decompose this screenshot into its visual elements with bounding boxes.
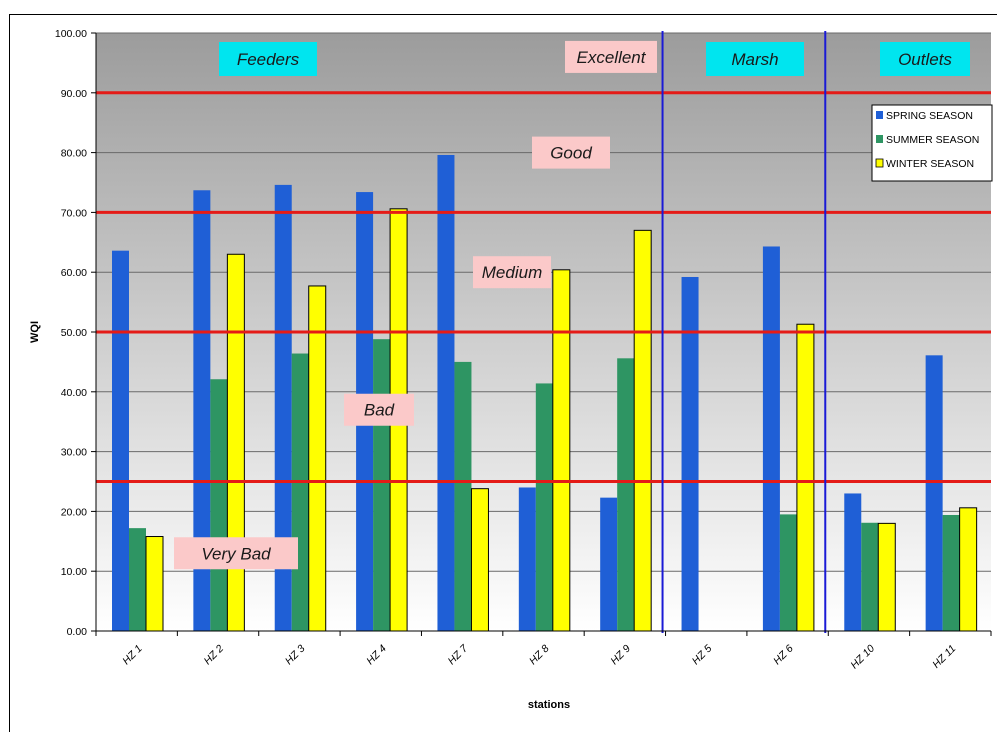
group-label-box <box>880 42 970 76</box>
group-label-feeders: Feeders <box>219 42 317 76</box>
bar <box>681 276 699 631</box>
legend-box <box>871 104 993 182</box>
x-tick-label: HZ 6 <box>771 643 796 668</box>
bar <box>959 507 978 632</box>
bar <box>373 339 391 631</box>
zone-label-box <box>473 256 551 289</box>
x-tick-label: HZ 1 <box>120 643 145 668</box>
x-tick-label: HZ 2 <box>202 643 227 668</box>
group-dividers <box>661 31 827 633</box>
zone-label-text: Good <box>550 144 592 163</box>
bar <box>226 253 245 632</box>
bar <box>535 383 553 631</box>
zone-label-bad: Bad <box>344 393 414 426</box>
bar <box>193 190 211 632</box>
legend-entry: SUMMER SEASON <box>886 134 979 146</box>
y-tick-label: 50.00 <box>61 327 87 339</box>
y-tick-label: 70.00 <box>61 207 87 219</box>
bar <box>210 379 228 631</box>
x-tick-label: HZ 9 <box>608 643 633 668</box>
zone-label-text: Medium <box>482 263 542 282</box>
bar <box>617 358 635 631</box>
group-label-marsh: Marsh <box>706 42 804 76</box>
bar <box>633 229 652 632</box>
zone-label-medium: Medium <box>473 256 551 289</box>
zone-label-excellent: Excellent <box>565 40 657 73</box>
zone-label-box <box>565 40 657 73</box>
zone-label-very-bad: Very Bad <box>174 537 298 570</box>
x-tick-label: HZ 4 <box>364 643 389 668</box>
group-label-outlets: Outlets <box>880 42 970 76</box>
y-axis-title: WQI <box>29 321 41 343</box>
bar <box>600 497 618 631</box>
y-tick-label: 80.00 <box>61 148 87 160</box>
bar <box>796 323 815 632</box>
bar <box>925 355 943 631</box>
x-tick-label: HZ 10 <box>848 643 877 672</box>
x-tick-label: HZ 8 <box>527 643 552 668</box>
bar <box>552 269 571 632</box>
bar <box>112 250 129 631</box>
bar <box>291 353 309 631</box>
bar <box>129 528 146 631</box>
bars <box>112 154 978 632</box>
legend-entry: SPRING SEASON <box>886 110 973 122</box>
zone-label-box <box>344 393 414 426</box>
y-tick-label: 0.00 <box>67 626 88 638</box>
bar <box>308 285 327 632</box>
legend-swatch <box>875 158 884 168</box>
bar <box>518 487 536 631</box>
bar <box>762 246 780 631</box>
bar <box>779 514 797 631</box>
x-tick-label: HZ 5 <box>690 643 715 668</box>
zone-label-text: Excellent <box>577 48 647 67</box>
zone-label-text: Bad <box>364 401 395 420</box>
legend-swatch <box>876 135 883 143</box>
axes <box>91 32 992 636</box>
zone-labels: Very Bad Bad Medium Good Excellent <box>174 40 657 570</box>
legend-entry: WINTER SEASON <box>886 158 974 170</box>
bar <box>877 522 896 632</box>
group-label-text: Marsh <box>731 50 778 69</box>
frame-left-border <box>9 14 10 732</box>
y-tick-label: 100.00 <box>55 28 87 40</box>
legend: SPRING SEASON SUMMER SEASON WINTER SEASON <box>871 104 993 182</box>
x-tick-label: HZ 7 <box>446 642 471 667</box>
x-axis-title: stations <box>528 699 570 711</box>
y-tick-label: 20.00 <box>61 506 87 518</box>
x-tick-label: HZ 11 <box>930 643 958 671</box>
group-label-text: Feeders <box>237 50 300 69</box>
legend-swatch <box>876 111 883 119</box>
group-label-box <box>219 42 317 76</box>
y-tick-label: 40.00 <box>61 387 87 399</box>
zone-label-box <box>532 136 610 169</box>
x-tick-label: HZ 3 <box>283 643 308 668</box>
bar <box>274 184 292 631</box>
threshold-lines <box>96 91 991 483</box>
y-tick-label: 30.00 <box>61 447 87 459</box>
y-tick-labels: 0.00 10.00 20.00 30.00 40.00 50.00 60.00 70.00 8… <box>55 28 87 638</box>
zone-label-good: Good <box>532 136 610 169</box>
y-tick-label: 90.00 <box>61 88 87 100</box>
zone-label-box <box>174 537 298 570</box>
group-labels: Feeders Marsh Outlets <box>219 42 970 76</box>
bar <box>861 522 879 631</box>
bar <box>844 493 862 631</box>
group-label-text: Outlets <box>898 50 952 69</box>
zone-label-text: Very Bad <box>201 544 271 563</box>
frame-top-border <box>9 14 997 15</box>
group-label-box <box>706 42 804 76</box>
bar <box>942 514 960 631</box>
x-tick-labels: HZ 1 HZ 2 HZ 3 HZ 4 HZ 7 HZ 8 HZ 9 HZ 5 HZ 6 HZ 1… <box>120 642 958 672</box>
y-tick-label: 60.00 <box>61 267 87 279</box>
bar <box>454 361 472 631</box>
bar <box>470 488 489 632</box>
bar <box>145 536 164 632</box>
bar <box>437 154 455 631</box>
y-tick-label: 10.00 <box>61 566 87 578</box>
